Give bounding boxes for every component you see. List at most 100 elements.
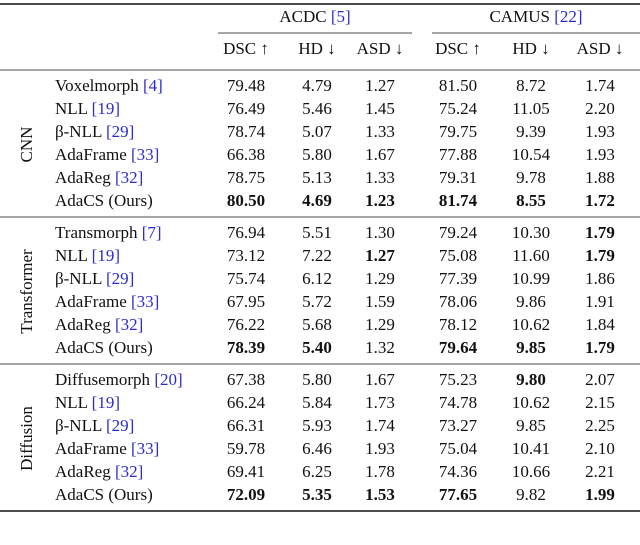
group-label: CNN: [17, 127, 36, 163]
method: β-NLL: [55, 122, 102, 141]
cell-value: 74.78: [439, 393, 477, 412]
cell-value: 1.27: [365, 76, 395, 95]
cell-value: 77.39: [439, 269, 477, 288]
cell-value: 73.12: [227, 246, 265, 265]
dataset-header: ACDC [5]: [279, 7, 350, 26]
cell-value: 2.10: [585, 439, 615, 458]
metric-header: HD ↓: [298, 39, 335, 58]
cell-value: 1.78: [365, 462, 395, 481]
dataset-header: CAMUS [22]: [489, 7, 582, 26]
cell-value: 79.48: [227, 76, 265, 95]
cell-value: 1.86: [585, 269, 615, 288]
method-name: AdaCS (Ours): [55, 338, 153, 357]
cell-value: 76.49: [227, 99, 265, 118]
cell-value: 2.25: [585, 416, 615, 435]
method-name: AdaFrame [33]: [55, 439, 159, 458]
cell-value: 1.79: [585, 246, 615, 265]
cell-value: 78.12: [439, 315, 477, 334]
citation: [33]: [131, 292, 159, 311]
cell-value: 1.88: [585, 168, 615, 187]
cell-value: 1.32: [365, 338, 395, 357]
citation: [22]: [554, 7, 582, 26]
citation: [33]: [131, 145, 159, 164]
cell-value: 75.74: [227, 269, 266, 288]
method-name: AdaCS (Ours): [55, 191, 153, 210]
cell-value: 8.72: [516, 76, 546, 95]
cell-value: 1.74: [585, 76, 615, 95]
cell-value: 66.38: [227, 145, 265, 164]
cell-value: 8.55: [516, 191, 546, 210]
cell-value: 77.88: [439, 145, 477, 164]
cell-value: 81.74: [439, 191, 478, 210]
cell-value: 11.60: [512, 246, 550, 265]
cell-value: 1.27: [365, 246, 395, 265]
cell-value: 10.62: [512, 393, 550, 412]
cell-value: 1.33: [365, 168, 395, 187]
cell-value: 1.23: [365, 191, 395, 210]
cell-value: 78.39: [227, 338, 265, 357]
method: AdaFrame: [55, 145, 127, 164]
cell-value: 1.29: [365, 315, 395, 334]
citation: [19]: [92, 99, 120, 118]
citation: [32]: [115, 462, 143, 481]
cell-value: 77.65: [439, 485, 477, 504]
metric-header: DSC ↑: [223, 39, 269, 58]
citation: [19]: [92, 246, 120, 265]
method: β-NLL: [55, 416, 102, 435]
cell-value: 1.30: [365, 223, 395, 242]
citation: [4]: [143, 76, 163, 95]
group-label: Diffusion: [17, 406, 36, 471]
citation: [29]: [106, 122, 134, 141]
citation: [19]: [92, 393, 120, 412]
cell-value: 73.27: [439, 416, 478, 435]
cell-value: 79.24: [439, 223, 478, 242]
cell-value: 1.73: [365, 393, 395, 412]
cell-value: 2.07: [585, 370, 615, 389]
method-name: AdaFrame [33]: [55, 292, 159, 311]
cell-value: 6.12: [302, 269, 332, 288]
cell-value: 5.84: [302, 393, 332, 412]
group-label: Transformer: [17, 249, 36, 334]
metric-header: ASD ↓: [577, 39, 624, 58]
cell-value: 79.31: [439, 168, 477, 187]
cell-value: 1.79: [585, 338, 615, 357]
cell-value: 79.75: [439, 122, 477, 141]
cell-value: 79.64: [439, 338, 478, 357]
cell-value: 10.41: [512, 439, 550, 458]
method-name: AdaReg [32]: [55, 462, 143, 481]
cell-value: 2.15: [585, 393, 615, 412]
method-name: Diffusemorph [20]: [55, 370, 183, 389]
cell-value: 1.53: [365, 485, 395, 504]
cell-value: 5.51: [302, 223, 332, 242]
cell-value: 2.20: [585, 99, 615, 118]
cell-value: 1.93: [585, 122, 615, 141]
method: AdaFrame: [55, 439, 127, 458]
method-name: β-NLL [29]: [55, 416, 134, 435]
method: β-NLL: [55, 269, 102, 288]
cell-value: 1.72: [585, 191, 615, 210]
cell-value: 5.93: [302, 416, 332, 435]
method: Diffusemorph: [55, 370, 151, 389]
cell-value: 80.50: [227, 191, 265, 210]
dataset-name: CAMUS: [489, 7, 549, 26]
cell-value: 76.94: [227, 223, 266, 242]
method-name: NLL [19]: [55, 393, 120, 412]
method: AdaCS (Ours): [55, 191, 153, 210]
cell-value: 67.38: [227, 370, 265, 389]
cell-value: 69.41: [227, 462, 265, 481]
cell-value: 75.23: [439, 370, 477, 389]
method: NLL: [55, 393, 88, 412]
cell-value: 10.99: [512, 269, 550, 288]
citation: [29]: [106, 269, 134, 288]
dataset-name: ACDC: [279, 7, 326, 26]
cell-value: 10.54: [512, 145, 551, 164]
cell-value: 1.59: [365, 292, 395, 311]
metric-header: ASD ↓: [357, 39, 404, 58]
method: AdaCS (Ours): [55, 485, 153, 504]
cell-value: 1.33: [365, 122, 395, 141]
cell-value: 9.80: [516, 370, 546, 389]
citation: [7]: [142, 223, 162, 242]
cell-value: 2.21: [585, 462, 615, 481]
cell-value: 1.45: [365, 99, 395, 118]
method: AdaReg: [55, 462, 111, 481]
